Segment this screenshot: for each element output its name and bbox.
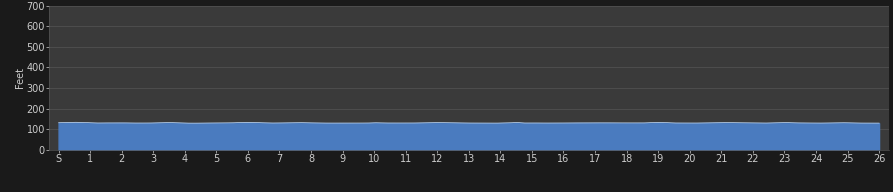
Y-axis label: Feet: Feet — [15, 67, 25, 88]
